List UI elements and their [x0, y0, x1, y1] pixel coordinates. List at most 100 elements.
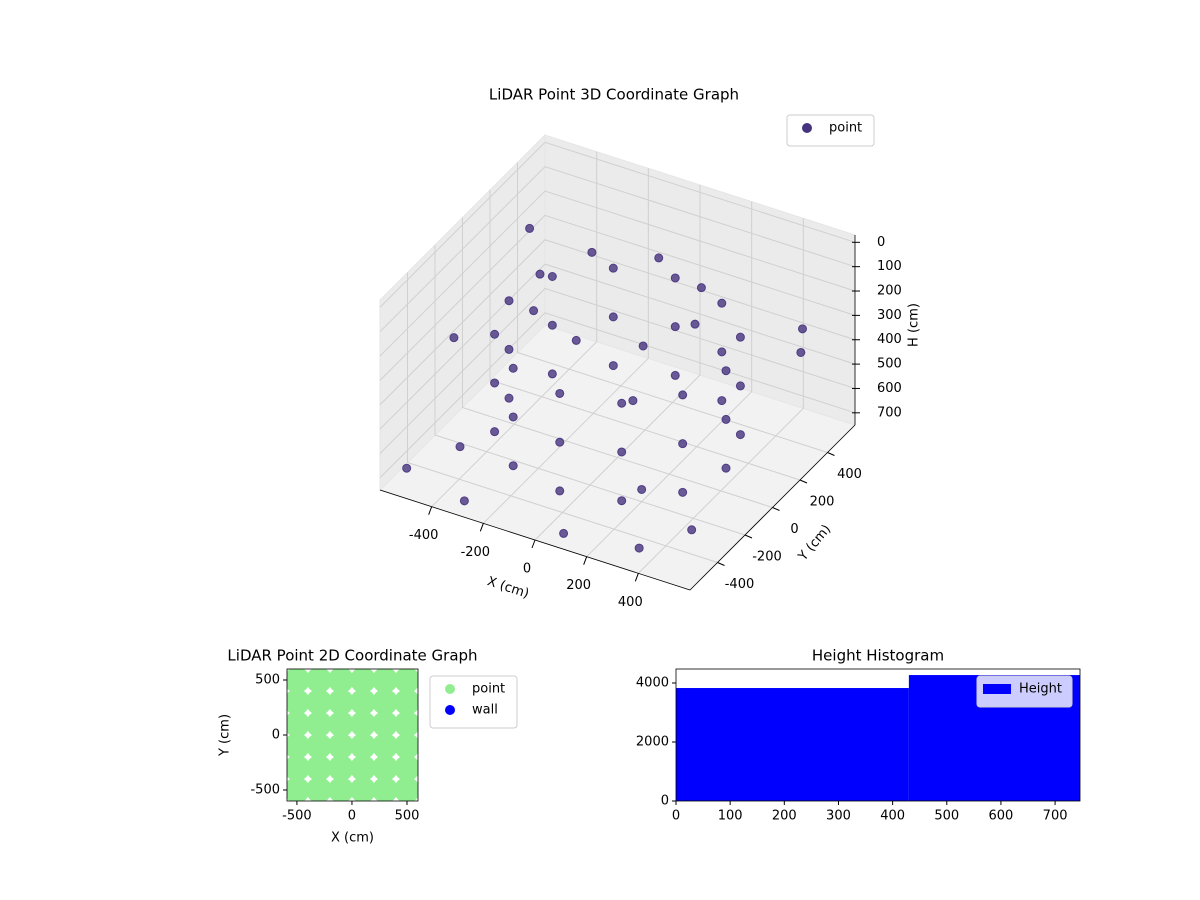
point	[287, 755, 310, 781]
point	[287, 777, 310, 801]
point	[508, 461, 518, 471]
x-tick-label: -500	[282, 809, 312, 824]
grid-line	[379, 190, 856, 357]
y-tick-label: 400	[837, 467, 862, 482]
point	[287, 733, 310, 759]
point	[529, 306, 539, 316]
point	[349, 777, 376, 801]
legend-marker	[445, 684, 455, 694]
y-tick-label: 500	[255, 673, 280, 688]
y-axis-label: Y (cm)	[218, 714, 233, 757]
x-tick-label: -200	[461, 545, 491, 560]
point	[634, 543, 644, 553]
point	[449, 333, 459, 343]
y-tick-label: 2000	[636, 735, 669, 750]
point	[402, 463, 412, 473]
point	[305, 755, 332, 781]
point	[637, 484, 647, 494]
x-axis-label: X (cm)	[331, 831, 374, 846]
point	[349, 733, 376, 759]
point	[393, 777, 418, 801]
point	[617, 496, 627, 506]
point	[608, 263, 618, 273]
point	[504, 296, 514, 306]
point	[617, 447, 627, 457]
legend-label: point	[472, 682, 505, 697]
point	[678, 439, 688, 449]
x-tick-label: 200	[772, 809, 797, 824]
point	[721, 463, 731, 473]
point	[327, 733, 354, 759]
point	[393, 733, 418, 759]
point	[670, 370, 680, 380]
point	[547, 271, 557, 281]
point	[654, 253, 664, 263]
x-tick	[479, 523, 484, 532]
x-tick	[583, 556, 588, 565]
point	[721, 366, 731, 376]
point	[547, 320, 557, 330]
point	[305, 711, 332, 737]
bar	[676, 688, 909, 801]
y-tick	[827, 452, 835, 456]
x-tick-label: 200	[566, 578, 591, 593]
point	[327, 755, 354, 781]
point	[696, 283, 706, 293]
z-tick-label: 100	[877, 259, 902, 274]
point	[608, 361, 618, 371]
point	[490, 378, 500, 388]
point	[393, 689, 418, 715]
point	[559, 528, 569, 538]
grid-line	[489, 190, 801, 481]
point	[287, 711, 310, 737]
z-tick-label: 300	[877, 308, 902, 323]
point	[508, 412, 518, 422]
y-tick-label: 0	[661, 794, 669, 809]
point	[571, 335, 581, 345]
point	[287, 669, 310, 693]
point	[371, 777, 398, 801]
point	[717, 298, 727, 308]
axes-frame	[675, 668, 1081, 802]
z-axis-label: H (cm)	[907, 303, 922, 347]
z-tick-label: 700	[877, 405, 902, 420]
point	[393, 711, 418, 737]
point	[327, 711, 354, 737]
point	[617, 398, 627, 408]
grid-line	[379, 166, 856, 333]
point	[305, 777, 332, 801]
y-tick-label: -500	[250, 783, 280, 798]
y-tick	[744, 534, 753, 539]
point	[735, 430, 745, 440]
grid-line	[379, 263, 856, 430]
grid-line	[462, 217, 773, 508]
point	[690, 319, 700, 329]
point	[305, 669, 332, 693]
point	[287, 689, 310, 715]
x-tick-label: 100	[718, 809, 743, 824]
point	[735, 381, 745, 391]
point	[455, 442, 465, 452]
point	[628, 396, 638, 406]
z-tick-label: 200	[877, 284, 902, 299]
x-tick-label: 0	[348, 809, 356, 824]
point	[305, 733, 332, 759]
point	[305, 689, 332, 715]
point	[504, 393, 514, 403]
point	[687, 525, 697, 535]
point	[393, 669, 418, 693]
point	[587, 247, 597, 257]
legend-box	[976, 675, 1073, 708]
point	[555, 486, 565, 496]
x-tick-label: 600	[989, 809, 1014, 824]
x-tick-label: 500	[934, 809, 959, 824]
point	[508, 363, 518, 373]
point	[327, 777, 354, 801]
x-tick	[428, 506, 433, 515]
grid-line	[379, 287, 856, 454]
grid-line	[379, 312, 856, 479]
point	[371, 755, 398, 781]
chart-title: LiDAR Point 2D Coordinate Graph	[227, 647, 477, 665]
y-tick	[772, 507, 780, 511]
